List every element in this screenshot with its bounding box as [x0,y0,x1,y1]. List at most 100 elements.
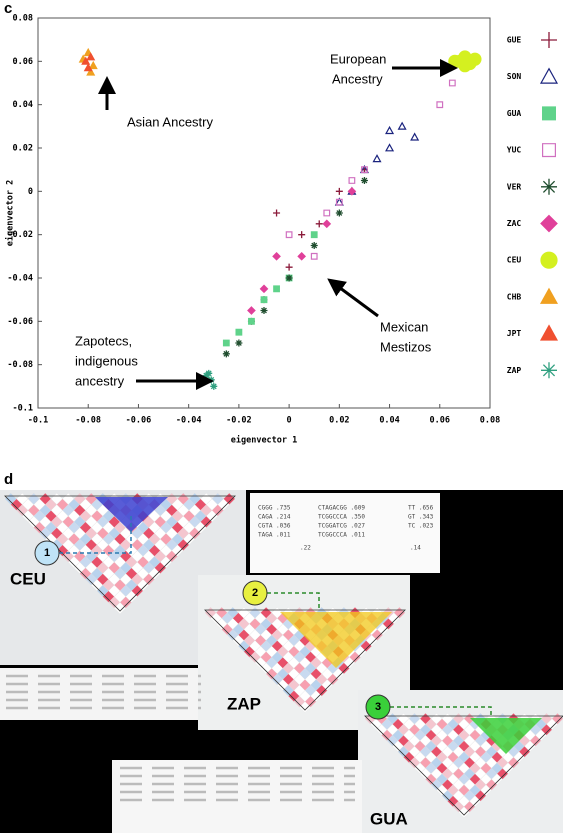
point [86,52,96,61]
y-tick-label: 0.04 [13,100,33,110]
legend-label: GUE [507,36,522,45]
point [448,54,462,68]
legend-label: YUC [507,146,522,155]
point [448,79,456,87]
haplotype: CTAGACGG .609 [318,505,365,512]
y-tick-label: 0 [28,187,33,197]
ld-cell [114,602,126,615]
y-tick-label: 0.08 [13,14,33,24]
ld-cell [458,806,470,818]
ld-outline [204,609,406,711]
point [298,231,306,239]
legend-label: ZAP [507,366,522,375]
point [468,52,482,66]
legend-marker [541,32,557,48]
point [310,252,318,260]
x-tick-label: 0 [287,416,292,426]
block-highlight [470,718,542,754]
haplotype: .22 [300,545,311,552]
block-number: 2 [252,587,258,599]
legend-marker [540,251,558,269]
y-tick-label: -0.04 [7,274,33,284]
block-number: 3 [375,701,381,713]
legend-marker [542,143,556,158]
point [81,56,91,65]
block-highlight [95,497,168,532]
point [260,296,268,304]
point [322,219,332,229]
legend-label: CHB [507,292,522,301]
annotation: Zapotecs, [75,333,132,348]
block-connector [390,706,492,716]
point [410,132,420,141]
annotation: indigenous [75,353,138,368]
panel-label: d [4,471,13,488]
haplotype: TCGGCCCA .350 [318,514,365,521]
legend-marker [542,106,556,121]
point [210,382,218,390]
y-tick-label: -0.02 [7,230,33,240]
panel-box [250,493,440,573]
panel-d: 1 CEU 2 ZAP 3 GUA CGGG .735 CAGA .214 CGTA .036 T… [0,490,563,833]
legend-label: JPT [507,329,522,338]
point [310,242,318,249]
annotation: Mexican [380,319,428,334]
annotation: Mestizos [380,339,432,354]
legend-label: VER [507,182,522,191]
y-tick-label: -0.06 [7,317,33,327]
legend-marker [539,67,559,84]
block-number: 1 [44,547,50,559]
point [297,251,307,261]
point [315,220,323,228]
haplotype: GT .343 [408,514,434,521]
block-badge [365,694,391,720]
haplotype: TCGGATCG .027 [318,523,365,530]
point [335,209,343,217]
haplotype: TC .023 [408,523,434,530]
y-tick-label: 0.06 [13,57,33,67]
point [272,251,281,261]
block-connector [59,515,132,554]
point [285,274,293,282]
point [222,350,230,358]
point [385,143,395,152]
legend-marker [540,214,558,233]
block-badge [34,540,60,566]
point [247,306,256,315]
point [361,166,368,174]
annotation: European [330,51,386,66]
block-highlight [280,612,392,668]
haplotype: CGTA .036 [258,523,291,530]
point [207,376,215,384]
point [372,154,382,163]
x-tick-label: -0.08 [75,416,101,426]
panel-box [112,760,362,833]
population-label: ZAP [227,694,261,713]
point [86,67,96,76]
arrow [327,278,379,318]
point [360,177,368,184]
point [273,285,280,293]
plot-frame [37,17,491,409]
x-tick-label: 0.04 [379,416,399,426]
point [385,125,395,135]
population-label: CEU [10,569,46,588]
x-tick-label: 0.02 [329,416,349,426]
legend-label: SON [507,72,522,81]
point [348,177,356,184]
panel-label: c [4,0,12,17]
population-label: GUA [370,809,408,828]
block-connector [267,592,320,610]
x-tick-label: -0.06 [126,416,152,426]
point [83,63,93,72]
point [285,263,293,271]
point [248,317,255,325]
ld-cell [299,701,311,713]
ld-outline [364,715,563,816]
point [222,339,230,347]
point [260,307,268,314]
haplotype: .14 [410,545,421,552]
point [335,187,343,195]
